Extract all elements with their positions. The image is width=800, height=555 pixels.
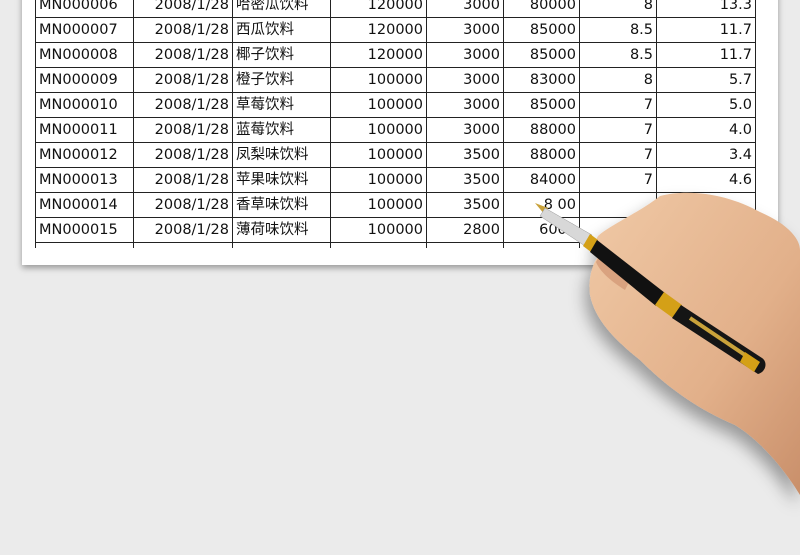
cell-price[interactable]: 3000 bbox=[426, 92, 504, 118]
cell-item-code[interactable]: MN000010 bbox=[35, 92, 134, 118]
cell-product-name[interactable]: 草莓饮料 bbox=[232, 92, 331, 118]
cell-price[interactable]: 3000 bbox=[426, 42, 504, 68]
table-row: MN000012 2008/1/28 凤梨味饮料 100000 3500 88000 7 3.… bbox=[35, 142, 756, 168]
cell-item-code[interactable]: MN000008 bbox=[35, 42, 134, 68]
cell-quantity[interactable]: 100000 bbox=[330, 217, 427, 243]
cell-sales[interactable]: 80000 bbox=[503, 0, 580, 18]
table-row: MN000011 2008/1/28 蓝莓饮料 100000 3000 88000 7 4.0 bbox=[35, 117, 756, 143]
cell-sales[interactable]: 85000 bbox=[503, 92, 580, 118]
cell-rate[interactable]: 7 bbox=[579, 92, 657, 118]
table-row: MN000007 2008/1/28 西瓜饮料 120000 3000 85000 8.5 1… bbox=[35, 17, 756, 43]
cell-date[interactable]: 2008/1/28 bbox=[133, 42, 233, 68]
cell-price[interactable]: 3000 bbox=[426, 0, 504, 18]
cell-price[interactable]: 3500 bbox=[426, 167, 504, 193]
cell-product-name[interactable]: 蓝莓饮料 bbox=[232, 117, 331, 143]
cell-item-code[interactable]: MN000015 bbox=[35, 217, 134, 243]
cell-item-code[interactable]: MN000013 bbox=[35, 167, 134, 193]
cell-date[interactable]: 2008/1/28 bbox=[133, 142, 233, 168]
cell-item-code[interactable]: MN000011 bbox=[35, 117, 134, 143]
cell-item-code[interactable]: MN000007 bbox=[35, 17, 134, 43]
cell-price[interactable]: 3500 bbox=[426, 192, 504, 218]
cell-price[interactable]: 3500 bbox=[426, 142, 504, 168]
cell-item-code[interactable]: MN000014 bbox=[35, 192, 134, 218]
cell-quantity[interactable]: 120000 bbox=[330, 17, 427, 43]
cell-price[interactable]: 3000 bbox=[426, 67, 504, 93]
cell-product-name[interactable]: 西瓜饮料 bbox=[232, 17, 331, 43]
cell-quantity[interactable]: 100000 bbox=[330, 67, 427, 93]
cell-date[interactable]: 2008/1/28 bbox=[133, 67, 233, 93]
table-row: MN000013 2008/1/28 苹果味饮料 100000 3500 84000 7 4.… bbox=[35, 167, 756, 193]
cell-sales[interactable]: 88000 bbox=[503, 142, 580, 168]
cell-product-name[interactable]: 哈密瓜饮料 bbox=[232, 0, 331, 18]
cell-rate[interactable]: 7 bbox=[579, 117, 657, 143]
cell-product-name[interactable]: 凤梨味饮料 bbox=[232, 142, 331, 168]
cell-ratio[interactable]: 4.6 bbox=[656, 167, 756, 193]
cell-ratio[interactable]: 3.4 bbox=[656, 142, 756, 168]
cell-item-code[interactable]: MN000006 bbox=[35, 0, 134, 18]
table-row: MN000006 2008/1/28 哈密瓜饮料 120000 3000 80000 8 13… bbox=[35, 0, 756, 18]
cell-ratio[interactable]: 11.7 bbox=[656, 42, 756, 68]
cell-quantity[interactable]: 100000 bbox=[330, 192, 427, 218]
cell-price[interactable]: 2800 bbox=[426, 217, 504, 243]
hand-icon bbox=[589, 192, 800, 495]
cell-ratio[interactable]: 11.7 bbox=[656, 17, 756, 43]
cell-date[interactable]: 2008/1/28 bbox=[133, 17, 233, 43]
cell-product-name[interactable]: 薄荷味饮料 bbox=[232, 217, 331, 243]
cell-item-code[interactable]: MN000009 bbox=[35, 67, 134, 93]
cell-product-name[interactable]: 香草味饮料 bbox=[232, 192, 331, 218]
fountain-pen-icon bbox=[535, 203, 766, 374]
cell-product-name[interactable]: 椰子饮料 bbox=[232, 42, 331, 68]
cell-sales[interactable]: 85000 bbox=[503, 17, 580, 43]
cell-date[interactable]: 2008/1/28 bbox=[133, 0, 233, 18]
table-row: MN000009 2008/1/28 橙子饮料 100000 3000 83000 8 5.7 bbox=[35, 67, 756, 93]
cell-ratio[interactable]: 5.7 bbox=[656, 67, 756, 93]
